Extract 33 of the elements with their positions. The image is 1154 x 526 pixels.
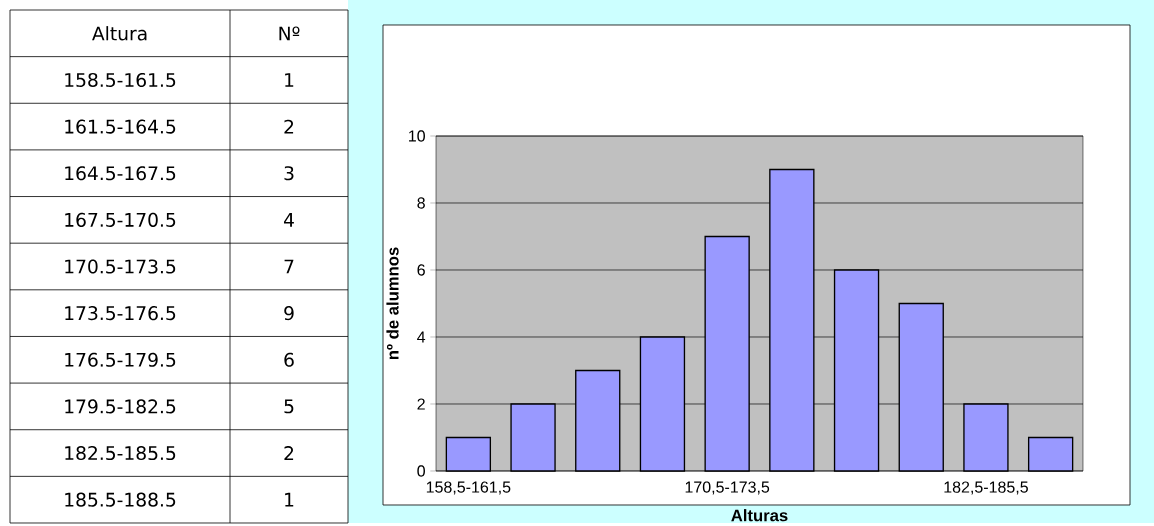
y-axis-title: nº de alumnos — [386, 247, 399, 360]
text: 5 — [284, 399, 294, 414]
text: Nº — [279, 26, 300, 41]
y-tick-label: 0 — [417, 465, 425, 477]
y-tick-label: 8 — [417, 197, 425, 209]
text: 1 — [285, 73, 294, 87]
x-axis-title: Alturas — [731, 509, 788, 522]
text: 173.5-176.5 — [65, 306, 176, 321]
x-tick-label: 182,5-185,5 — [944, 481, 1028, 495]
text: 182.5-185.5 — [65, 446, 176, 461]
text: 9 — [284, 306, 294, 321]
text: 185.5-188.5 — [65, 492, 176, 507]
text: 158.5-161.5 — [65, 72, 176, 88]
text: 176.5-179.5 — [65, 352, 176, 367]
x-tick-label: 170,5-173,5 — [685, 481, 770, 495]
text: Altura — [92, 26, 147, 41]
text: 161.5-164.5 — [65, 119, 176, 134]
text: 1 — [285, 492, 294, 507]
x-tick-label: 158,5-161,5 — [426, 481, 511, 495]
text: 2 — [284, 119, 294, 134]
text: 167.5-170.5 — [65, 212, 176, 228]
text: 2 — [284, 446, 294, 461]
text: 170.5-173.5 — [65, 259, 176, 274]
y-tick-label: 10 — [409, 130, 425, 142]
text: 179.5-182.5 — [65, 399, 176, 414]
text: 7 — [284, 259, 294, 274]
y-tick-label: 2 — [417, 398, 425, 410]
text: 164.5-167.5 — [65, 166, 176, 181]
text: 6 — [284, 352, 294, 367]
y-tick-label: 4 — [417, 331, 426, 343]
y-tick-label: 6 — [417, 264, 425, 276]
text: 4 — [283, 213, 294, 227]
text: 3 — [284, 166, 294, 181]
